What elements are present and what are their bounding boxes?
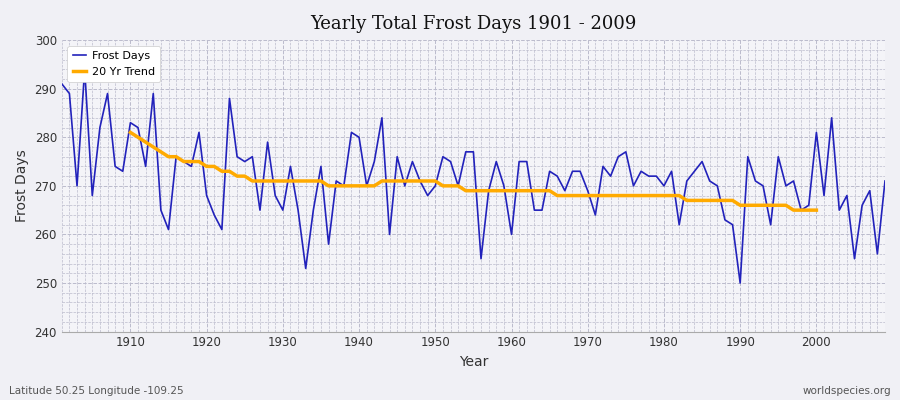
Title: Yearly Total Frost Days 1901 - 2009: Yearly Total Frost Days 1901 - 2009 bbox=[310, 15, 636, 33]
20 Yr Trend bbox=[125, 130, 136, 135]
Frost Days bbox=[79, 67, 90, 72]
Frost Days bbox=[605, 174, 616, 178]
20 Yr Trend bbox=[301, 178, 311, 183]
Legend: Frost Days, 20 Yr Trend: Frost Days, 20 Yr Trend bbox=[68, 46, 160, 82]
Frost Days bbox=[514, 159, 525, 164]
Line: 20 Yr Trend: 20 Yr Trend bbox=[130, 132, 816, 210]
X-axis label: Year: Year bbox=[459, 355, 488, 369]
Text: Latitude 50.25 Longitude -109.25: Latitude 50.25 Longitude -109.25 bbox=[9, 386, 184, 396]
Frost Days bbox=[338, 184, 349, 188]
Text: worldspecies.org: worldspecies.org bbox=[803, 386, 891, 396]
20 Yr Trend bbox=[804, 208, 814, 212]
Line: Frost Days: Frost Days bbox=[62, 69, 885, 283]
Frost Days bbox=[125, 120, 136, 125]
20 Yr Trend bbox=[209, 164, 220, 169]
Frost Days bbox=[292, 208, 303, 212]
Y-axis label: Frost Days: Frost Days bbox=[15, 150, 29, 222]
20 Yr Trend bbox=[796, 208, 806, 212]
Frost Days bbox=[879, 178, 890, 183]
Frost Days bbox=[506, 232, 517, 237]
Frost Days bbox=[57, 82, 68, 86]
20 Yr Trend bbox=[705, 198, 716, 203]
20 Yr Trend bbox=[285, 178, 296, 183]
20 Yr Trend bbox=[788, 208, 799, 212]
20 Yr Trend bbox=[811, 208, 822, 212]
Frost Days bbox=[734, 281, 745, 286]
